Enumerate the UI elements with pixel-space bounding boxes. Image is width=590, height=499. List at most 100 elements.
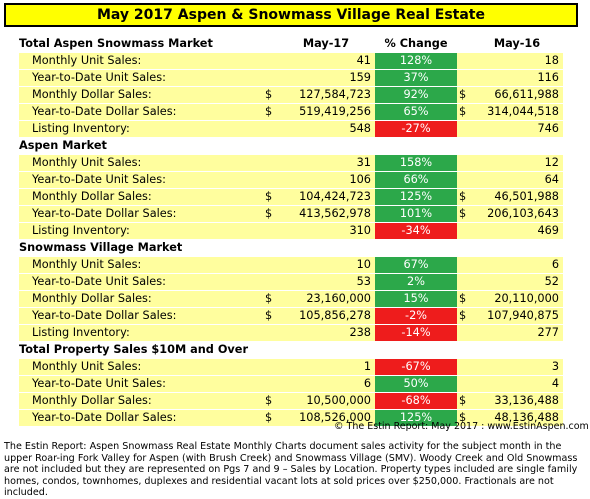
table-row: Monthly Dollar Sales: $23,160,000 15% $20,1… [19, 290, 563, 309]
row-label: Listing Inventory: [19, 120, 263, 139]
section-heading: Total Aspen Snowmass Market [19, 36, 263, 54]
row-label: Year-to-Date Dollar Sales: [19, 307, 263, 326]
current-dollar-sign: $ [263, 86, 277, 105]
prior-dollar-sign [457, 52, 471, 71]
prior-dollar-sign [457, 154, 471, 173]
percent-change: 15% [375, 290, 457, 309]
table-row: Year-to-Date Unit Sales: 106 66% 64 [19, 171, 563, 190]
column-header-prior [471, 341, 563, 360]
row-label: Monthly Unit Sales: [19, 358, 263, 377]
spacer-cell [263, 36, 277, 54]
prior-dollar-sign: $ [457, 409, 471, 428]
prior-value: 66,611,988 [471, 86, 563, 105]
row-label: Year-to-Date Unit Sales: [19, 375, 263, 394]
current-value: 548 [277, 120, 375, 139]
percent-change: 67% [375, 256, 457, 275]
prior-value: 48,136,488 [471, 409, 563, 428]
current-value: 53 [277, 273, 375, 292]
prior-dollar-sign [457, 273, 471, 292]
column-header-prior [471, 239, 563, 258]
table-row: Monthly Unit Sales: 31 158% 12 [19, 154, 563, 173]
percent-change: 37% [375, 69, 457, 88]
prior-value: 206,103,643 [471, 205, 563, 224]
prior-value: 46,501,988 [471, 188, 563, 207]
current-dollar-sign [263, 222, 277, 241]
prior-value: 107,940,875 [471, 307, 563, 326]
current-value: 31 [277, 154, 375, 173]
prior-value: 18 [471, 52, 563, 71]
current-value: 23,160,000 [277, 290, 375, 309]
row-label: Year-to-Date Unit Sales: [19, 273, 263, 292]
prior-value: 3 [471, 358, 563, 377]
column-header-prior: May-16 [471, 36, 563, 54]
prior-dollar-sign [457, 358, 471, 377]
row-label: Year-to-Date Unit Sales: [19, 171, 263, 190]
spacer-cell [457, 341, 471, 360]
row-label: Monthly Dollar Sales: [19, 188, 263, 207]
row-label: Monthly Dollar Sales: [19, 86, 263, 105]
report-title: May 2017 Aspen & Snowmass Village Real E… [4, 3, 578, 27]
section-heading: Aspen Market [19, 137, 263, 156]
column-header-change [375, 341, 457, 360]
prior-value: 469 [471, 222, 563, 241]
percent-change: -68% [375, 392, 457, 411]
row-label: Monthly Unit Sales: [19, 154, 263, 173]
current-dollar-sign: $ [263, 409, 277, 428]
percent-change: -34% [375, 222, 457, 241]
row-label: Year-to-Date Dollar Sales: [19, 205, 263, 224]
prior-dollar-sign [457, 171, 471, 190]
section-header-row: Total Aspen Snowmass Market May-17% Chang… [19, 36, 563, 54]
prior-dollar-sign: $ [457, 205, 471, 224]
table-row: Year-to-Date Dollar Sales: $105,856,278 -2… [19, 307, 563, 326]
prior-value: 746 [471, 120, 563, 139]
prior-dollar-sign [457, 222, 471, 241]
prior-value: 277 [471, 324, 563, 343]
spacer-cell [457, 137, 471, 156]
row-label: Year-to-Date Unit Sales: [19, 69, 263, 88]
column-header-current [277, 239, 375, 258]
prior-dollar-sign [457, 120, 471, 139]
prior-dollar-sign [457, 324, 471, 343]
percent-change: 65% [375, 103, 457, 122]
prior-dollar-sign: $ [457, 103, 471, 122]
current-value: 106 [277, 171, 375, 190]
prior-value: 20,110,000 [471, 290, 563, 309]
percent-change: 158% [375, 154, 457, 173]
percent-change: 50% [375, 375, 457, 394]
prior-value: 12 [471, 154, 563, 173]
table-row: Monthly Unit Sales: 41 128% 18 [19, 52, 563, 71]
table-row: Year-to-Date Dollar Sales: $108,526,000 12… [19, 409, 563, 428]
sales-table-body: Total Aspen Snowmass Market May-17% Chang… [19, 36, 563, 428]
current-value: 41 [277, 52, 375, 71]
current-dollar-sign: $ [263, 290, 277, 309]
percent-change: -27% [375, 120, 457, 139]
current-value: 413,562,978 [277, 205, 375, 224]
table-row: Year-to-Date Dollar Sales: $413,562,978 10… [19, 205, 563, 224]
spacer-cell [457, 36, 471, 54]
prior-dollar-sign: $ [457, 188, 471, 207]
prior-dollar-sign: $ [457, 307, 471, 326]
spacer-cell [457, 239, 471, 258]
sales-table: Total Aspen Snowmass Market May-17% Chang… [19, 36, 563, 428]
table-row: Listing Inventory: 548 -27% 746 [19, 120, 563, 139]
prior-value: 314,044,518 [471, 103, 563, 122]
row-label: Listing Inventory: [19, 222, 263, 241]
column-header-change: % Change [375, 36, 457, 54]
current-dollar-sign [263, 273, 277, 292]
current-value: 6 [277, 375, 375, 394]
prior-dollar-sign: $ [457, 290, 471, 309]
current-value: 159 [277, 69, 375, 88]
current-dollar-sign [263, 324, 277, 343]
column-header-prior [471, 137, 563, 156]
table-row: Year-to-Date Unit Sales: 53 2% 52 [19, 273, 563, 292]
current-value: 10,500,000 [277, 392, 375, 411]
column-header-change [375, 137, 457, 156]
table-row: Monthly Unit Sales: 10 67% 6 [19, 256, 563, 275]
table-row: Year-to-Date Unit Sales: 159 37% 116 [19, 69, 563, 88]
section-header-row: Aspen Market [19, 137, 563, 156]
current-dollar-sign [263, 120, 277, 139]
current-value: 104,424,723 [277, 188, 375, 207]
current-dollar-sign [263, 154, 277, 173]
prior-dollar-sign [457, 69, 471, 88]
prior-value: 33,136,488 [471, 392, 563, 411]
